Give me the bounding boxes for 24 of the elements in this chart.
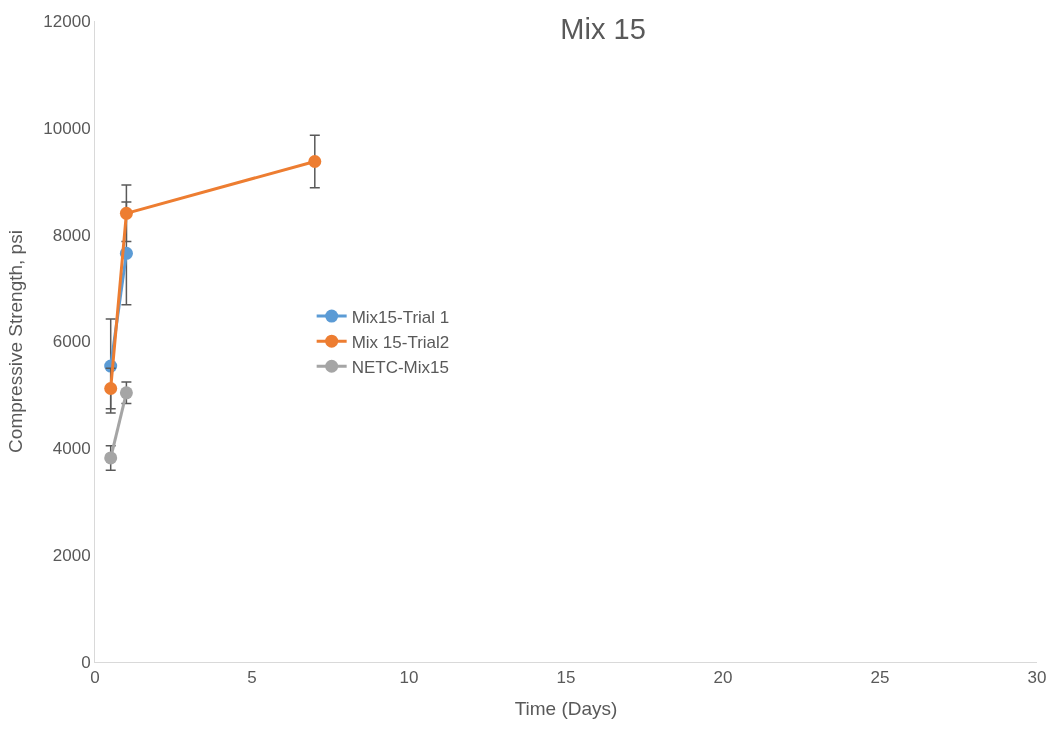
x-tick-label: 20 [713,668,733,688]
x-tick-label: 10 [399,668,419,688]
y-tick-label: 12000 [43,11,91,31]
point [104,382,118,395]
y-tick-label: 8000 [52,225,91,245]
y-tick-label: 2000 [52,546,91,566]
x-tick-label: 15 [556,668,576,688]
point [104,451,118,465]
x-tick-label: 5 [247,668,257,688]
x-tick-label: 25 [870,668,890,688]
y-tick-label: 6000 [52,332,91,352]
legend-label: Mix15-Trial 1 [351,307,450,327]
y-tick-label: 0 [81,652,91,672]
y-axis-title: Compressive Strength, psi [5,230,27,453]
legend-label: Mix 15-Trial2 [351,332,450,352]
x-tick-label: 30 [1027,668,1047,688]
point [119,386,133,400]
legend-label: NETC-Mix15 [351,357,449,377]
point [119,206,133,220]
point [308,154,322,168]
y-tick-label: 4000 [52,439,91,459]
chart-title: Mix 15 [560,12,646,45]
y-tick-label: 10000 [43,118,91,138]
x-axis-title: Time (Days) [514,698,618,720]
